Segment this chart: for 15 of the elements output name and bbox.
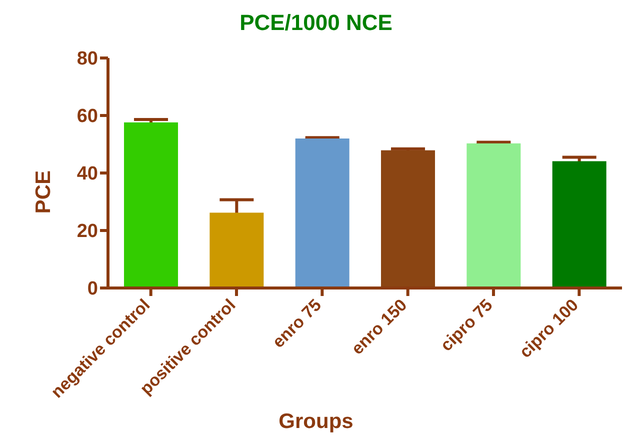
bar — [124, 122, 178, 288]
y-tick-label: 60 — [76, 106, 98, 128]
chart-title: PCE/1000 NCE — [238, 10, 394, 36]
bar — [552, 161, 606, 288]
y-tick-label: 20 — [76, 221, 98, 242]
y-tick-label: 40 — [76, 164, 98, 185]
bar — [210, 212, 264, 288]
y-tick-label: 0 — [87, 278, 98, 300]
x-tick-label: enro 150 — [348, 295, 411, 358]
x-axis-title: Groups — [278, 410, 354, 434]
y-tick-label: 80 — [76, 48, 98, 70]
bar — [295, 138, 350, 288]
bar — [466, 143, 521, 288]
x-tick-label: enro 75 — [268, 295, 325, 352]
y-axis-title: PCE — [32, 169, 56, 216]
